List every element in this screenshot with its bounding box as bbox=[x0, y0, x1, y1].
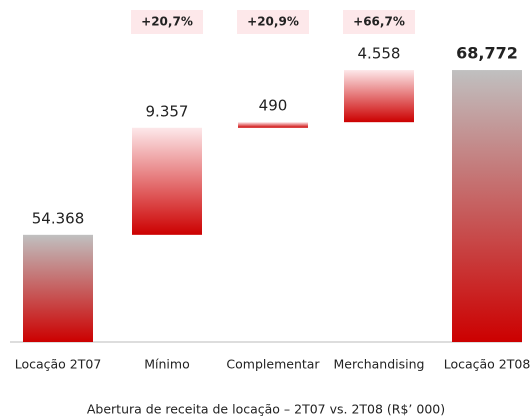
annotation: +20,9% bbox=[247, 15, 299, 29]
value-label: 9.357 bbox=[146, 102, 189, 120]
bar bbox=[132, 127, 202, 235]
x-tick-label: Complementar bbox=[226, 357, 320, 372]
bar bbox=[238, 122, 308, 128]
chart-title: Abertura de receita de locação – 2T07 vs… bbox=[87, 402, 445, 417]
annotation: +20,7% bbox=[141, 15, 193, 29]
value-label: 4.558 bbox=[358, 45, 401, 63]
x-tick-label: Merchandising bbox=[334, 357, 425, 372]
annotation-box bbox=[237, 10, 309, 34]
bar bbox=[344, 70, 414, 123]
x-tick-label: Locação 2T08 bbox=[444, 357, 531, 372]
annotation-box bbox=[343, 10, 415, 34]
annotation-box bbox=[131, 10, 203, 34]
bar bbox=[452, 70, 522, 343]
x-tick-label: Mínimo bbox=[144, 357, 189, 372]
annotation: +66,7% bbox=[353, 15, 405, 29]
value-label: 54.368 bbox=[32, 209, 85, 227]
bar bbox=[23, 234, 93, 342]
value-label: 68,772 bbox=[456, 44, 518, 63]
x-tick-label: Locação 2T07 bbox=[15, 357, 102, 372]
value-label: 490 bbox=[259, 97, 288, 115]
